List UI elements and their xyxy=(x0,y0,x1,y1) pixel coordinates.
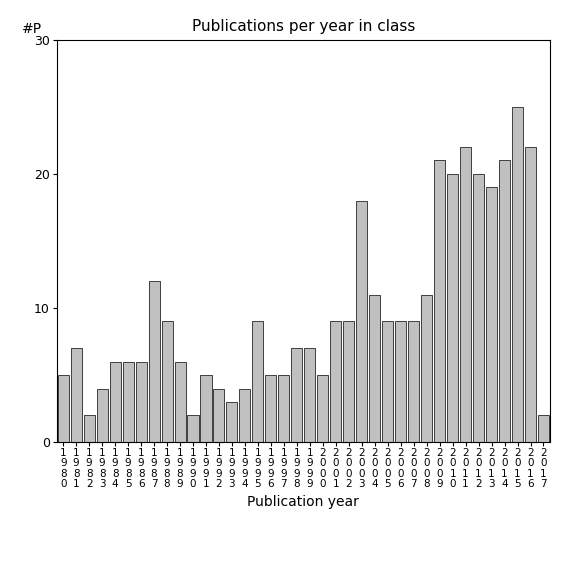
Text: #P: #P xyxy=(22,22,43,36)
Bar xyxy=(58,375,69,442)
X-axis label: Publication year: Publication year xyxy=(247,494,359,509)
Bar xyxy=(71,348,82,442)
Bar xyxy=(239,388,251,442)
Bar xyxy=(291,348,302,442)
Bar xyxy=(175,362,185,442)
Bar xyxy=(434,160,445,442)
Bar xyxy=(162,321,172,442)
Bar xyxy=(486,187,497,442)
Bar xyxy=(421,295,432,442)
Bar xyxy=(149,281,159,442)
Bar xyxy=(201,375,211,442)
Bar xyxy=(499,160,510,442)
Bar xyxy=(447,174,458,442)
Bar xyxy=(122,362,134,442)
Bar xyxy=(538,416,549,442)
Bar xyxy=(382,321,393,442)
Bar xyxy=(304,348,315,442)
Bar xyxy=(343,321,354,442)
Bar xyxy=(136,362,147,442)
Bar xyxy=(525,147,536,442)
Title: Publications per year in class: Publications per year in class xyxy=(192,19,415,35)
Bar xyxy=(188,416,198,442)
Bar xyxy=(84,416,95,442)
Bar xyxy=(226,402,238,442)
Bar xyxy=(252,321,264,442)
Bar xyxy=(109,362,121,442)
Bar xyxy=(460,147,471,442)
Bar xyxy=(331,321,341,442)
Bar xyxy=(395,321,406,442)
Bar xyxy=(96,388,108,442)
Bar xyxy=(356,201,367,442)
Bar xyxy=(213,388,225,442)
Bar xyxy=(408,321,419,442)
Bar xyxy=(369,295,380,442)
Bar xyxy=(278,375,289,442)
Bar xyxy=(318,375,328,442)
Bar xyxy=(265,375,276,442)
Bar xyxy=(473,174,484,442)
Bar xyxy=(512,107,523,442)
